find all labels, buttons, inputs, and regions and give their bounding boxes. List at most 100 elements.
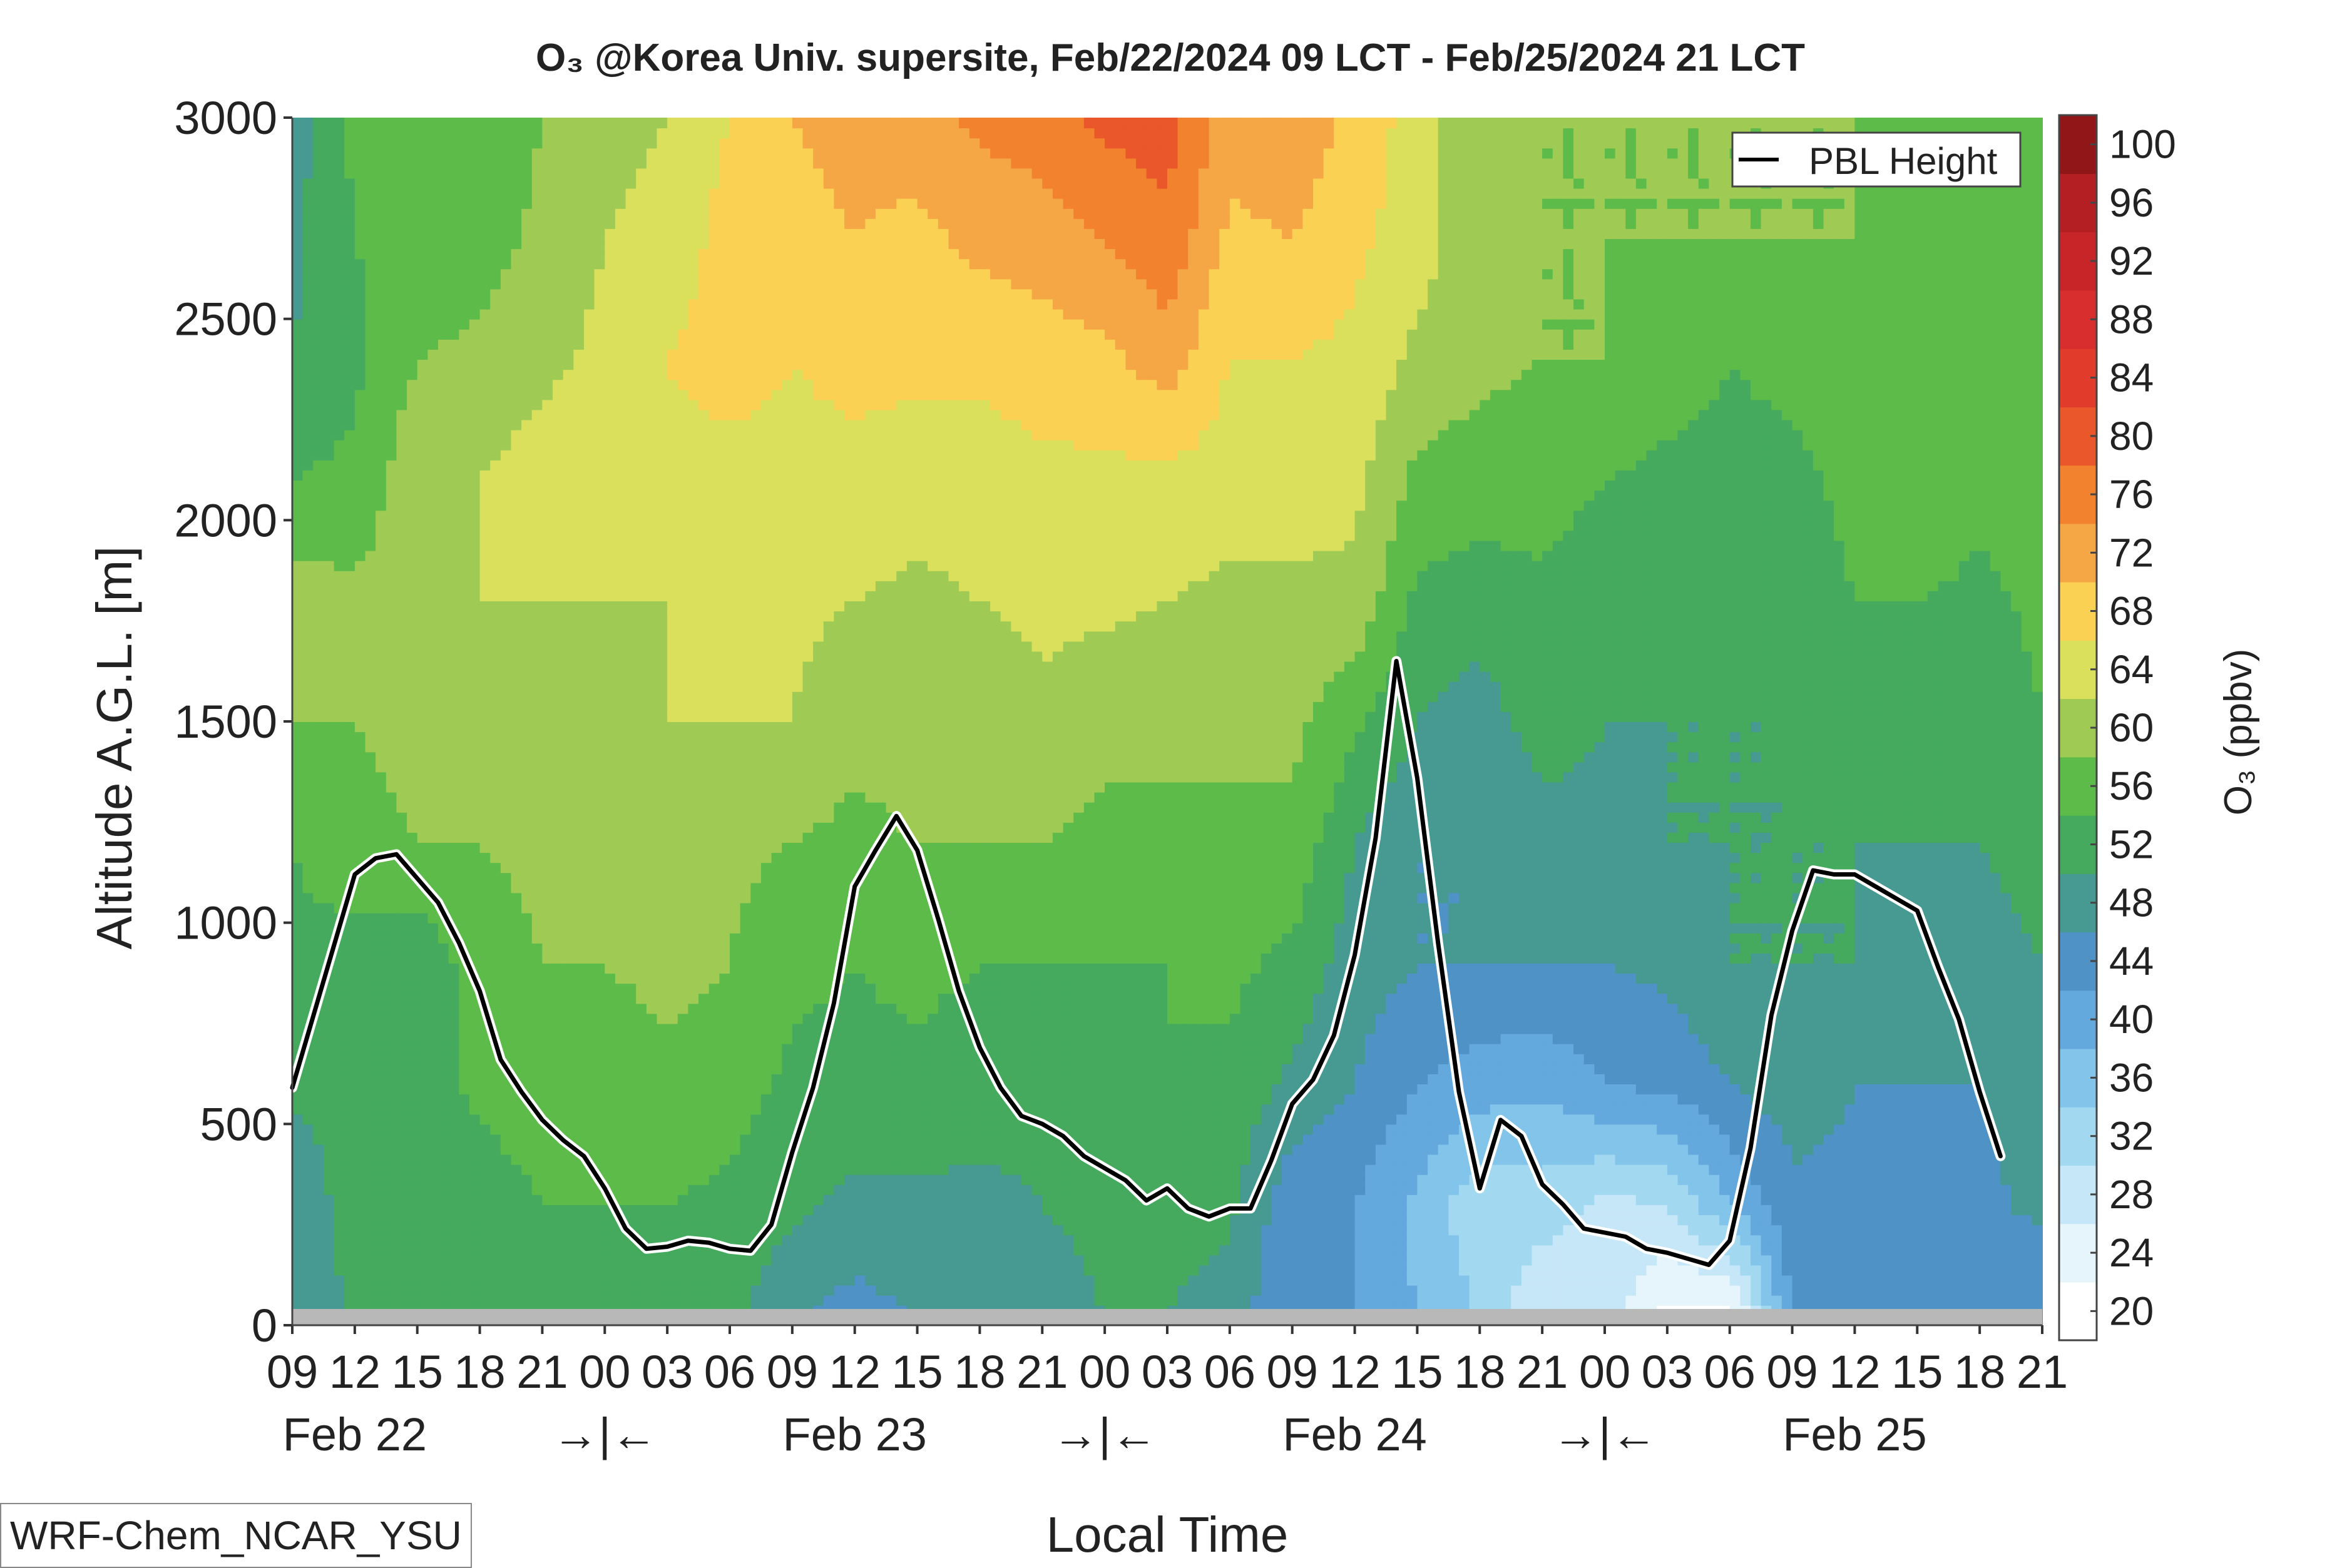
o3-field-cell bbox=[469, 1064, 481, 1074]
o3-field-cell bbox=[292, 168, 304, 178]
o3-field-cell bbox=[605, 691, 616, 702]
o3-field-cell bbox=[303, 288, 314, 299]
o3-field-cell bbox=[417, 993, 429, 1004]
o3-field-cell bbox=[396, 913, 407, 924]
o3-field-cell bbox=[698, 1295, 710, 1306]
o3-field-cell bbox=[573, 319, 585, 330]
o3-field-cell bbox=[657, 168, 668, 178]
o3-field-cell bbox=[573, 641, 585, 651]
o3-field-cell bbox=[657, 288, 668, 299]
o3-field-cell bbox=[355, 1235, 366, 1245]
o3-field-cell bbox=[459, 631, 470, 641]
o3-field-cell bbox=[709, 872, 720, 883]
o3-field-cell bbox=[501, 1024, 512, 1034]
o3-field-cell bbox=[657, 581, 668, 591]
o3-field-cell bbox=[376, 1265, 387, 1276]
o3-field-cell bbox=[709, 792, 720, 803]
o3-field-cell bbox=[709, 711, 720, 722]
o3-field-cell bbox=[657, 218, 668, 229]
o3-field-cell bbox=[490, 520, 501, 531]
o3-field-cell bbox=[355, 490, 366, 501]
o3-field-cell bbox=[709, 329, 720, 340]
o3-field-cell bbox=[595, 118, 606, 128]
o3-field-cell bbox=[407, 409, 418, 420]
o3-field-cell bbox=[584, 248, 595, 259]
o3-field-cell bbox=[303, 591, 314, 601]
o3-field-cell bbox=[427, 339, 439, 350]
o3-field-cell bbox=[688, 168, 699, 178]
o3-field-cell bbox=[719, 933, 730, 944]
o3-field-cell bbox=[396, 480, 407, 491]
o3-field-cell bbox=[490, 168, 501, 178]
o3-field-cell bbox=[667, 138, 678, 148]
o3-field-cell bbox=[438, 319, 449, 330]
o3-field-cell bbox=[438, 1164, 449, 1175]
o3-field-cell bbox=[626, 792, 637, 803]
o3-field-cell bbox=[688, 1114, 699, 1124]
o3-field-cell bbox=[521, 148, 533, 158]
o3-field-cell bbox=[667, 721, 678, 732]
o3-field-cell bbox=[386, 792, 397, 803]
o3-field-cell bbox=[355, 329, 366, 340]
o3-field-cell bbox=[344, 309, 355, 320]
o3-field-cell bbox=[459, 1074, 470, 1084]
o3-field-cell bbox=[698, 711, 710, 722]
o3-field-cell bbox=[719, 923, 730, 934]
o3-field-cell bbox=[334, 651, 345, 661]
o3-field-cell bbox=[626, 1034, 637, 1044]
o3-field-cell bbox=[501, 1235, 512, 1245]
o3-field-cell bbox=[678, 198, 689, 209]
o3-field-cell bbox=[501, 591, 512, 601]
o3-field-cell bbox=[313, 913, 324, 924]
o3-field-cell bbox=[605, 349, 616, 360]
o3-field-cell bbox=[303, 168, 314, 178]
o3-field-cell bbox=[469, 771, 481, 782]
o3-field-cell bbox=[678, 1275, 689, 1286]
o3-field-cell bbox=[355, 399, 366, 410]
o3-field-cell bbox=[719, 1104, 730, 1114]
o3-field-cell bbox=[313, 862, 324, 873]
o3-field-cell bbox=[657, 832, 668, 843]
o3-field-cell bbox=[532, 389, 543, 400]
o3-field-cell bbox=[449, 993, 460, 1004]
o3-field-cell bbox=[521, 892, 533, 903]
o3-field-cell bbox=[657, 1024, 668, 1034]
o3-field-cell bbox=[667, 1003, 678, 1014]
o3-field-cell bbox=[667, 581, 678, 591]
o3-field-cell bbox=[657, 621, 668, 631]
o3-field-cell bbox=[292, 339, 304, 350]
o3-field-cell bbox=[647, 872, 658, 883]
o3-field-cell bbox=[532, 178, 543, 189]
o3-field-cell bbox=[324, 359, 335, 370]
o3-field-cell bbox=[615, 963, 626, 974]
o3-field-cell bbox=[573, 420, 585, 430]
o3-field-cell bbox=[313, 933, 324, 944]
o3-field-cell bbox=[647, 238, 658, 249]
o3-field-cell bbox=[396, 571, 407, 581]
o3-field-cell bbox=[396, 359, 407, 370]
o3-field-cell bbox=[605, 1094, 616, 1104]
o3-field-cell bbox=[334, 409, 345, 420]
o3-field-cell bbox=[480, 178, 491, 189]
o3-field-cell bbox=[595, 591, 606, 601]
o3-field-cell bbox=[376, 842, 387, 853]
o3-field-cell bbox=[595, 892, 606, 903]
o3-field-cell bbox=[636, 128, 647, 138]
o3-field-cell bbox=[532, 993, 543, 1004]
o3-field-cell bbox=[511, 832, 523, 843]
o3-field-cell bbox=[584, 430, 595, 440]
o3-field-cell bbox=[542, 460, 553, 471]
o3-field-cell bbox=[709, 1224, 720, 1235]
o3-field-cell bbox=[511, 913, 523, 924]
o3-field-cell bbox=[595, 973, 606, 984]
o3-field-cell bbox=[595, 1235, 606, 1245]
o3-field-cell bbox=[417, 399, 429, 410]
o3-field-cell bbox=[521, 1013, 533, 1024]
o3-field-cell bbox=[647, 128, 658, 138]
o3-field-cell bbox=[647, 339, 658, 350]
o3-field-cell bbox=[407, 721, 418, 732]
o3-field-cell bbox=[490, 420, 501, 430]
o3-field-cell bbox=[605, 490, 616, 501]
o3-field-cell bbox=[553, 761, 564, 772]
o3-field-cell bbox=[386, 470, 397, 481]
